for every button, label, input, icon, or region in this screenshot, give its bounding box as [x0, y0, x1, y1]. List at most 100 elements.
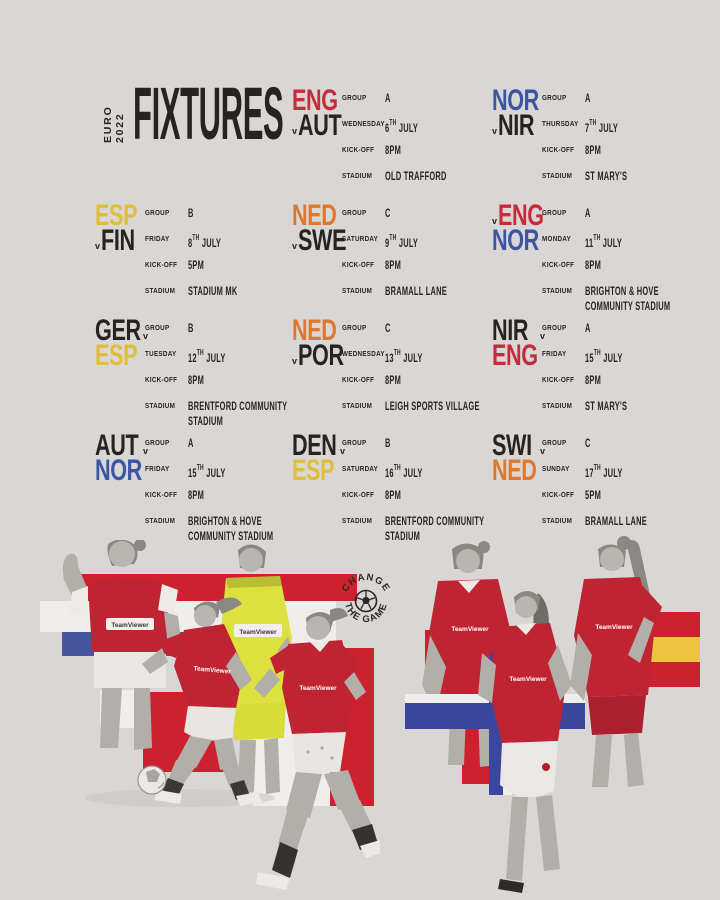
group-value: A	[188, 436, 194, 450]
group-value: A	[385, 91, 391, 105]
date-value: 9TH JULY	[385, 233, 419, 250]
title-block: EURO 2022 FIXTURES	[102, 72, 285, 199]
page-title: FIXTURES	[133, 72, 284, 155]
player-photo-runner: TeamViewer	[254, 608, 380, 890]
stadium-value: BRAMALL LANE	[585, 514, 647, 528]
svg-text:TeamViewer: TeamViewer	[299, 685, 337, 692]
versus-label: v	[292, 126, 298, 136]
group-label: GROUP	[145, 325, 170, 332]
stadium-value: BRAMALL LANE	[385, 284, 447, 298]
player-photo-centre: TeamViewer	[478, 591, 572, 893]
fixture-card: v SWI v v NED GROUP C SUNDAY 17TH JULY	[485, 429, 700, 544]
fixture-card: v NOR v v NIR GROUP A THURSDAY 7TH JULY	[485, 84, 700, 199]
stadium-label: STADIUM	[145, 518, 176, 525]
team2-label: ESP	[292, 454, 335, 487]
fixture-details: GROUP B SATURDAY 16TH JULY KICK-OFF 8PM …	[342, 433, 562, 544]
day-label: WEDNESDAY	[342, 121, 385, 128]
fixture-teams: v NIR v v ENG	[492, 316, 546, 429]
svg-text:TeamViewer: TeamViewer	[193, 665, 231, 675]
day-label: FRIDAY	[145, 466, 170, 473]
versus-label: v	[143, 446, 149, 456]
group-value: C	[385, 321, 391, 335]
fixture-teams: v SWI v v NED	[492, 431, 546, 544]
player-collage-left: TeamViewer TeamViewer	[40, 540, 380, 890]
fixture-details: GROUP B FRIDAY 8TH JULY KICK-OFF 5PM STA…	[145, 203, 365, 314]
versus-label: v	[95, 241, 101, 251]
kickoff-label: KICK-OFF	[342, 262, 375, 269]
fixture-card: v ENG v v NOR GROUP A MONDAY 11TH JULY	[485, 199, 700, 314]
team2-label: ENG	[492, 339, 538, 372]
stadium-value: OLD TRAFFORD	[385, 169, 447, 183]
versus-label: v	[492, 126, 498, 136]
stadium-label: STADIUM	[542, 288, 573, 295]
team2-label: SWE	[298, 224, 347, 257]
fixtures-grid: EURO 2022 FIXTURES v ENG v v AUT GROUP A	[88, 72, 700, 544]
team2-label: NOR	[492, 224, 539, 257]
team2-label: NIR	[498, 109, 535, 142]
stadium-value: STADIUM MK	[188, 284, 238, 298]
fixture-teams: v NOR v v NIR	[492, 86, 542, 199]
day-label: FRIDAY	[542, 351, 567, 358]
fixture-details: GROUP A FRIDAY 15TH JULY KICK-OFF 8PM ST…	[542, 318, 720, 429]
svg-text:TeamViewer: TeamViewer	[451, 626, 489, 633]
stadium-label: STADIUM	[145, 403, 176, 410]
stadium-label: STADIUM	[542, 518, 573, 525]
kickoff-label: KICK-OFF	[342, 377, 375, 384]
fixture-details: GROUP A THURSDAY 7TH JULY KICK-OFF 8PM S…	[542, 88, 720, 199]
fixture-teams: v ENG v v AUT	[292, 86, 342, 199]
poster-subtitle: EURO 2022	[102, 105, 126, 143]
svg-text:TeamViewer: TeamViewer	[239, 629, 277, 636]
team2-label: ESP	[95, 339, 138, 372]
fixture-teams: v ESP v v FIN	[95, 201, 145, 314]
player-photo-dribbler: TeamViewer	[137, 597, 262, 806]
change-the-game-badge: CHANGE THE GAME	[340, 572, 391, 625]
date-value: 16TH JULY	[385, 463, 423, 480]
fixture-card: v AUT v v NOR GROUP A FRIDAY 15TH JULY	[88, 429, 285, 544]
kickoff-value: 8PM	[188, 488, 205, 502]
date-value: 17TH JULY	[585, 463, 623, 480]
stadium-label: STADIUM	[342, 173, 373, 180]
fixture-card: v GER v v ESP GROUP B TUESDAY 12TH JULY	[88, 314, 287, 429]
stadium-value: BRENTFORD COMMUNITY STADIUM	[385, 514, 485, 543]
group-value: B	[188, 321, 194, 335]
kickoff-value: 8PM	[585, 258, 602, 272]
kickoff-label: KICK-OFF	[542, 377, 575, 384]
team2-label: NED	[492, 454, 537, 487]
team2-label: POR	[298, 339, 344, 372]
stadium-value: BRIGHTON & HOVE COMMUNITY STADIUM	[585, 284, 671, 313]
group-value: A	[585, 91, 591, 105]
team2-label: NOR	[95, 454, 142, 487]
kickoff-value: 5PM	[188, 258, 205, 272]
kickoff-value: 8PM	[385, 488, 402, 502]
fixture-details: GROUP A WEDNESDAY 6TH JULY KICK-OFF 8PM …	[342, 88, 562, 199]
fixture-card: v ESP v v FIN GROUP B FRIDAY 8TH JULY	[88, 199, 285, 314]
stadium-value: BRIGHTON & HOVE COMMUNITY STADIUM	[188, 514, 274, 543]
fixture-card: v ENG v v AUT GROUP A WEDNESDAY 6TH JULY	[285, 84, 485, 199]
fixture-card: v NED v v SWE GROUP C SATURDAY 9TH JULY	[285, 199, 485, 314]
stadium-label: STADIUM	[542, 173, 573, 180]
day-label: MONDAY	[542, 236, 572, 243]
stadium-label: STADIUM	[145, 288, 176, 295]
group-label: GROUP	[542, 325, 567, 332]
stadium-value: ST MARY'S	[585, 169, 628, 183]
svg-text:TeamViewer: TeamViewer	[509, 676, 547, 683]
day-label: TUESDAY	[145, 351, 177, 358]
group-label: GROUP	[342, 440, 367, 447]
fixture-teams: v AUT v v NOR	[95, 431, 149, 544]
fixture-details: GROUP C WEDNESDAY 13TH JULY KICK-OFF 8PM…	[342, 318, 562, 429]
kickoff-value: 8PM	[585, 143, 602, 157]
fixture-details: GROUP A FRIDAY 15TH JULY KICK-OFF 8PM ST…	[145, 433, 365, 544]
group-label: GROUP	[342, 95, 367, 102]
team2-label: FIN	[101, 224, 135, 257]
versus-label: v	[540, 331, 546, 341]
svg-text:TeamViewer: TeamViewer	[111, 622, 149, 629]
kickoff-label: KICK-OFF	[542, 147, 575, 154]
group-label: GROUP	[342, 325, 367, 332]
kickoff-label: KICK-OFF	[145, 492, 178, 499]
football-icon	[354, 589, 378, 613]
fixture-card: v NIR v v ENG GROUP A FRIDAY 15TH JULY	[485, 314, 700, 429]
versus-label: v	[143, 331, 149, 341]
kickoff-value: 8PM	[585, 373, 602, 387]
fixture-teams: v ENG v v NOR	[492, 201, 544, 314]
versus-label: v	[540, 446, 546, 456]
